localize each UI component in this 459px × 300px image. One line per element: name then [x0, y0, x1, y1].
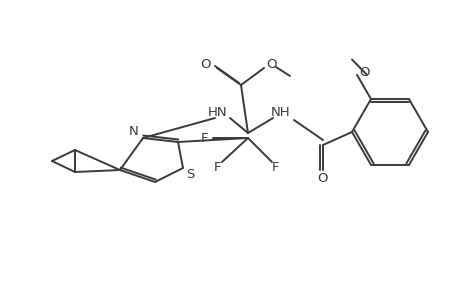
Text: O: O	[359, 66, 369, 79]
Text: NH: NH	[271, 106, 290, 118]
Text: F: F	[214, 160, 221, 173]
Text: O: O	[200, 58, 211, 70]
Text: O: O	[266, 58, 277, 70]
Text: HN: HN	[208, 106, 227, 118]
Text: O: O	[317, 172, 328, 185]
Text: F: F	[272, 160, 279, 173]
Text: F: F	[201, 131, 208, 145]
Text: N: N	[129, 124, 139, 137]
Text: S: S	[185, 167, 194, 181]
